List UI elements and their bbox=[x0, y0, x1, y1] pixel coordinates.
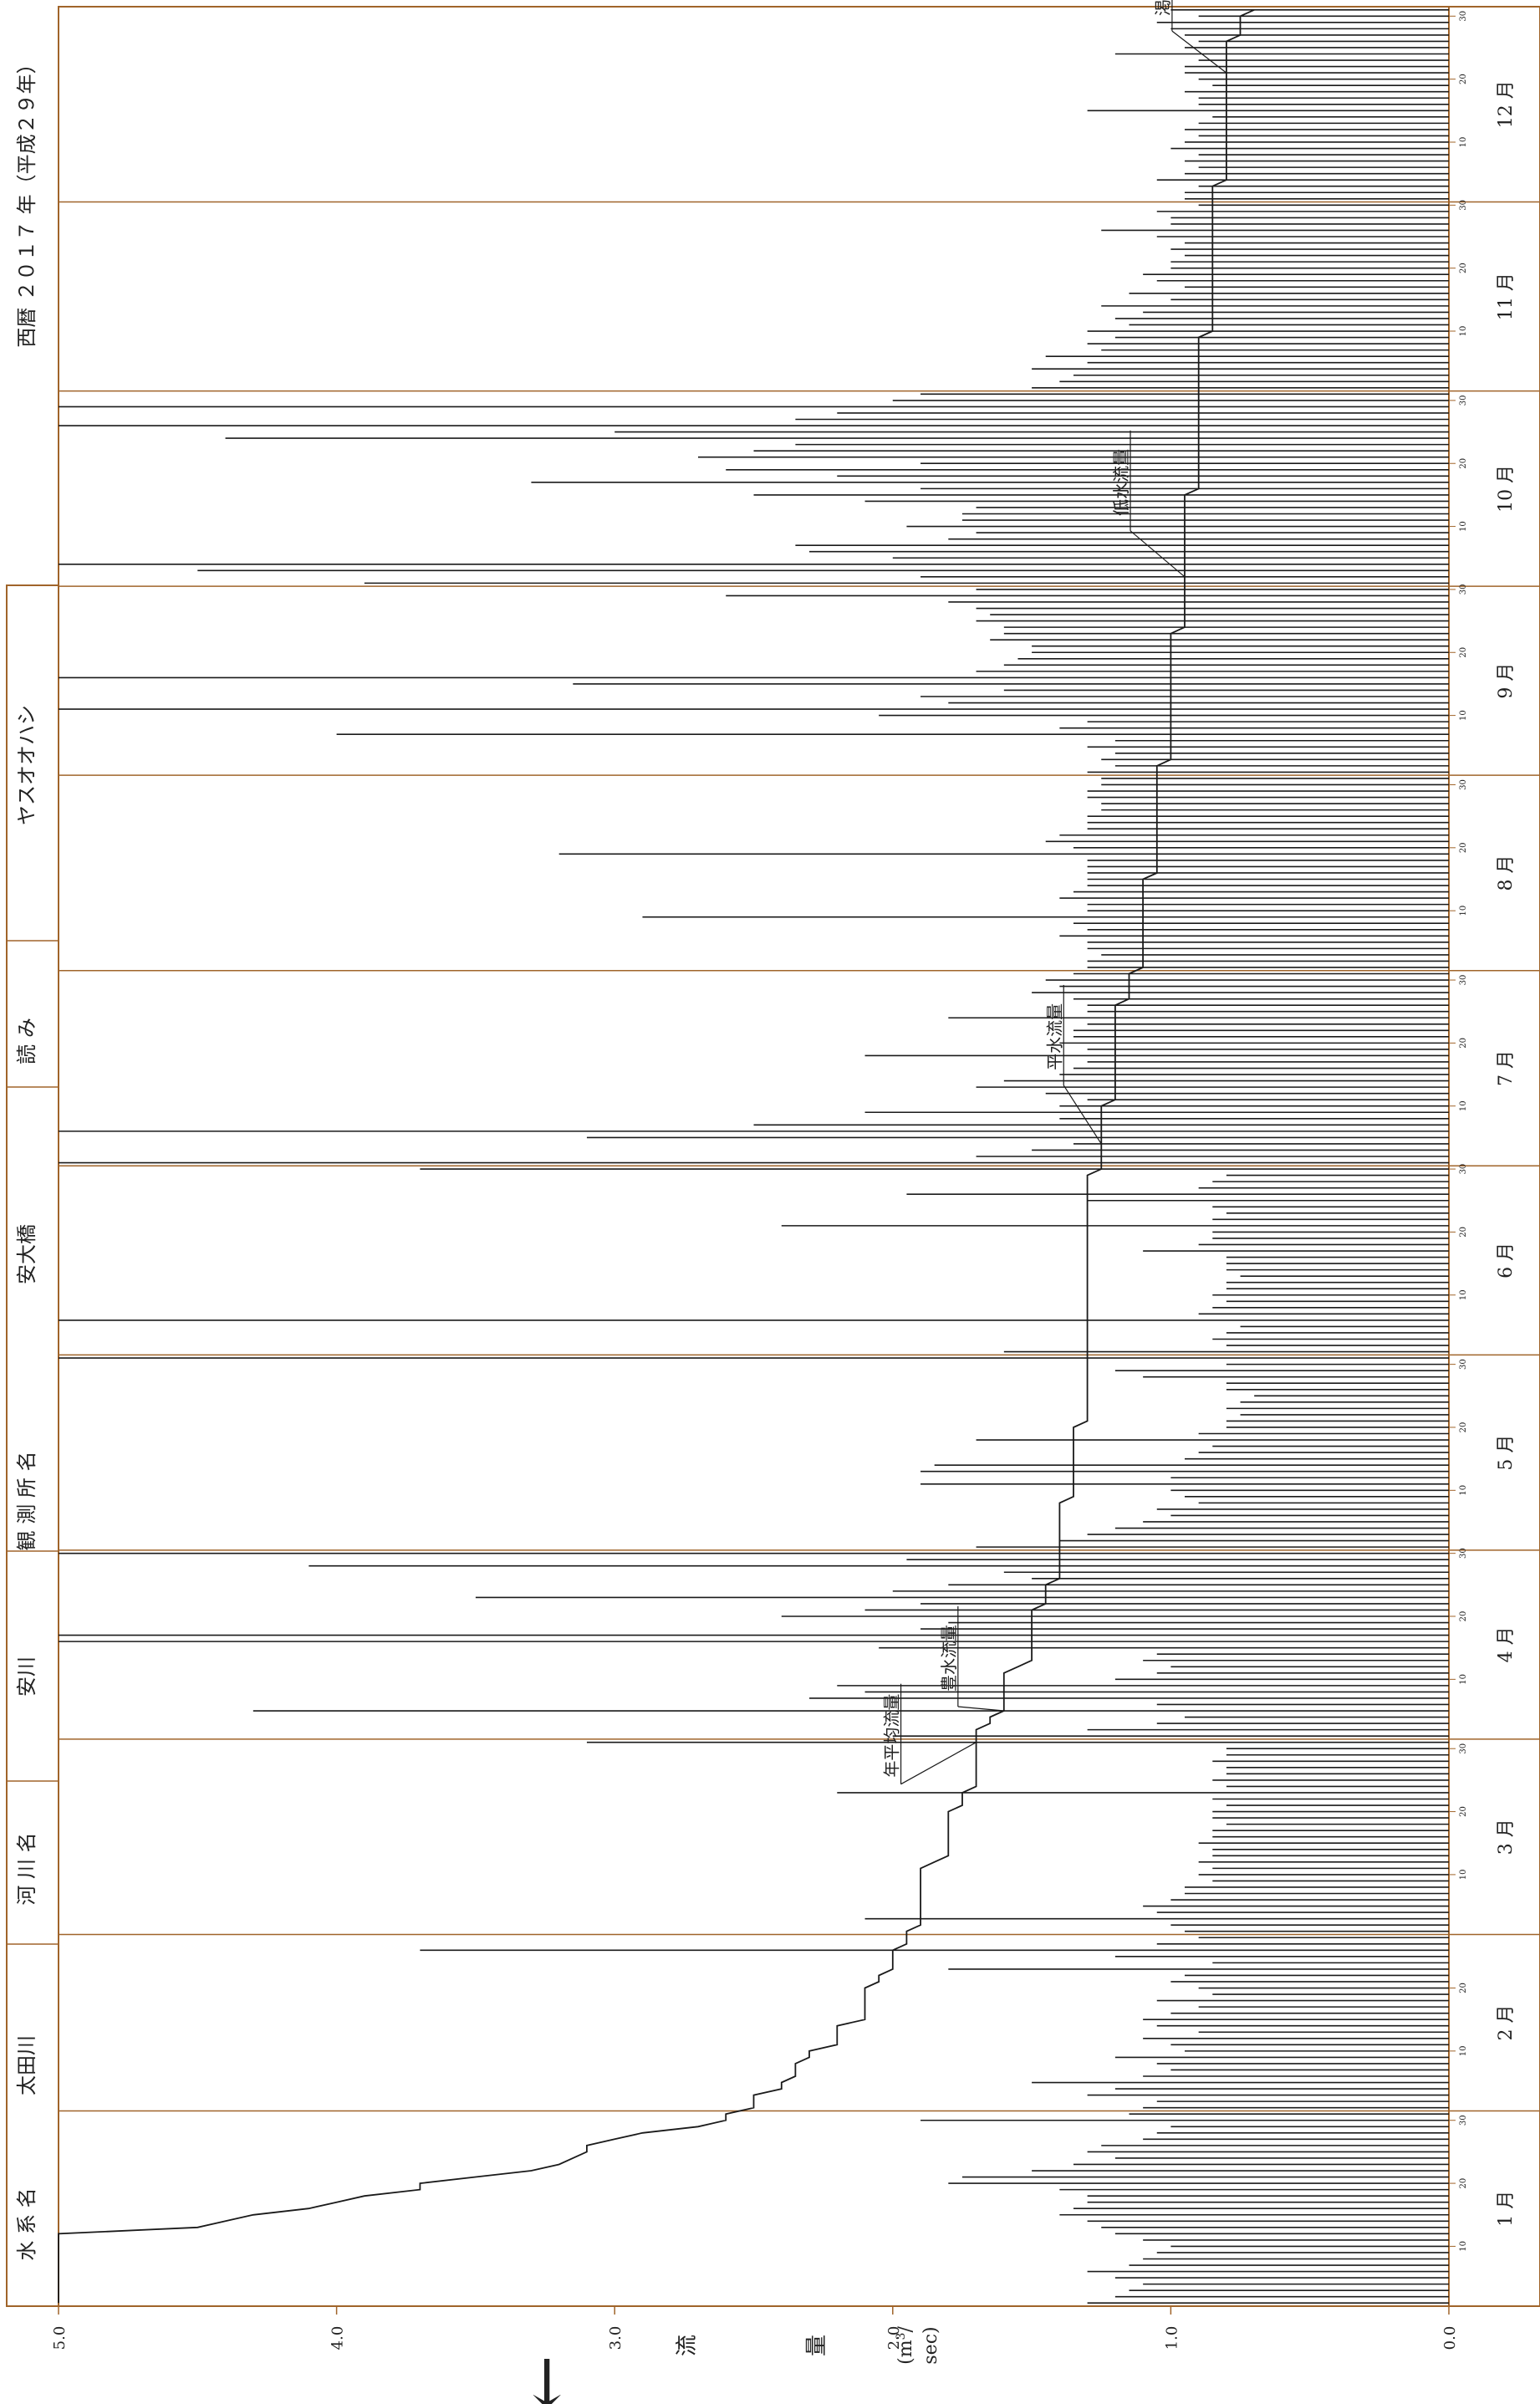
day-tick-label: 10 bbox=[1459, 1485, 1468, 1496]
month-label: 4 月 bbox=[1496, 1626, 1517, 1662]
day-tick-label: 20 bbox=[1459, 842, 1468, 853]
month-label: 3 月 bbox=[1496, 1819, 1517, 1855]
month-label: 9 月 bbox=[1496, 663, 1517, 699]
day-tick-label: 30 bbox=[1459, 1548, 1468, 1559]
normal-flow-label: 平水流量 bbox=[1044, 1003, 1064, 1070]
day-tick-label: 30 bbox=[1459, 396, 1468, 406]
day-tick-label: 10 bbox=[1459, 906, 1468, 916]
y-axis-label-1: 流 bbox=[675, 2335, 700, 2356]
day-tick-label: 30 bbox=[1459, 1743, 1468, 1754]
flow-duration-curve bbox=[58, 0, 1255, 2304]
year-avg-flow-leader bbox=[900, 1742, 977, 1785]
day-tick-label: 10 bbox=[1459, 1674, 1468, 1685]
reading-value: ヤスオオハシ bbox=[15, 705, 38, 825]
y-axis-arrow: ← bbox=[507, 2355, 584, 2404]
day-tick-label: 10 bbox=[1459, 326, 1468, 337]
month-label: 7 月 bbox=[1496, 1050, 1517, 1086]
chart-frame bbox=[6, 6, 1540, 2315]
day-tick-label: 20 bbox=[1459, 1422, 1468, 1433]
month-label: 11 月 bbox=[1496, 273, 1517, 320]
day-tick-label: 10 bbox=[1459, 1289, 1468, 1300]
month-label: 12 月 bbox=[1496, 80, 1517, 128]
day-tick-label: 30 bbox=[1459, 2115, 1468, 2126]
high-flow-label: 豊水流量 bbox=[939, 1625, 959, 1692]
header-box bbox=[6, 584, 59, 2307]
day-tick-label: 10 bbox=[1459, 1870, 1468, 1881]
river-system-name: 太田川 bbox=[15, 2035, 38, 2095]
low-flow-leader bbox=[1130, 530, 1186, 578]
day-tick-label: 20 bbox=[1459, 1227, 1468, 1238]
drought-flow-leader bbox=[1171, 30, 1227, 74]
low-flow-label: 低水流量 bbox=[1111, 449, 1131, 516]
day-tick-label: 30 bbox=[1459, 975, 1468, 986]
y-axis-unit-sec: sec) bbox=[920, 2326, 941, 2364]
day-tick-label: 20 bbox=[1459, 74, 1468, 84]
month-gridlines bbox=[59, 15, 1540, 2247]
year-avg-flow-label: 年平均流量 bbox=[882, 1694, 902, 1778]
day-tick-label: 20 bbox=[1459, 2178, 1468, 2189]
unit-open: (m bbox=[895, 2340, 916, 2365]
y-tick-label: 1.0 bbox=[1163, 2326, 1180, 2350]
unit-sup: 3 bbox=[895, 2333, 908, 2340]
month-label: 10 月 bbox=[1496, 465, 1517, 513]
month-label: 2 月 bbox=[1496, 2004, 1517, 2040]
y-axis-caption: ← 流 量 (m3/ sec) bbox=[507, 2326, 941, 2404]
day-tick-label: 30 bbox=[1459, 779, 1468, 790]
day-tick-label: 30 bbox=[1459, 11, 1468, 22]
y-tick-label: 5.0 bbox=[51, 2326, 69, 2350]
header-strip: 西暦 ２０１７ 年（平成２９年） 水 系 名 太田川 河 川 名 安川 観 測 … bbox=[15, 54, 38, 2260]
month-label: 6 月 bbox=[1496, 1243, 1517, 1279]
y-axis-label-2: 量 bbox=[804, 2335, 829, 2356]
day-tick-label: 20 bbox=[1459, 1806, 1468, 1817]
day-tick-label: 10 bbox=[1459, 710, 1468, 721]
river-name: 安川 bbox=[15, 1656, 38, 1697]
river-system-label: 水 系 名 bbox=[15, 2187, 38, 2260]
day-tick-label: 10 bbox=[1459, 521, 1468, 532]
station-label: 観 測 所 名 bbox=[15, 1452, 38, 1551]
month-label: 8 月 bbox=[1496, 855, 1517, 891]
year-label: 西暦 ２０１７ 年（平成２９年） bbox=[15, 54, 38, 347]
y-tick-label: 0.0 bbox=[1441, 2326, 1459, 2350]
day-tick-label: 10 bbox=[1459, 137, 1468, 148]
day-tick-label: 30 bbox=[1459, 584, 1468, 595]
month-label: 5 月 bbox=[1496, 1435, 1517, 1471]
chart-labels: 0.0 1.0 2.0 3.0 4.0 5.0 1 月 10 20 30 2 月 10 20 3 月 10 2… bbox=[51, 0, 1517, 2350]
river-label: 河 川 名 bbox=[15, 1832, 38, 1905]
day-tick-label: 20 bbox=[1459, 1038, 1468, 1049]
y-tick-label: 3.0 bbox=[607, 2326, 625, 2350]
y-axis-unit: (m3/ bbox=[895, 2326, 916, 2365]
day-tick-label: 20 bbox=[1459, 458, 1468, 469]
day-tick-label: 20 bbox=[1459, 263, 1468, 273]
drought-flow-label: 渇水流量 bbox=[1153, 0, 1173, 16]
day-tick-label: 30 bbox=[1459, 1164, 1468, 1175]
unit-slash: / bbox=[895, 2326, 916, 2333]
day-tick-label: 20 bbox=[1459, 1983, 1468, 1993]
high-flow-leader bbox=[957, 1706, 1004, 1712]
day-tick-label: 30 bbox=[1459, 1359, 1468, 1370]
normal-flow-leader bbox=[1063, 1085, 1102, 1145]
day-tick-label: 30 bbox=[1459, 200, 1468, 211]
y-tick-label: 2.0 bbox=[885, 2326, 903, 2350]
day-tick-label: 20 bbox=[1459, 1611, 1468, 1622]
day-tick-label: 10 bbox=[1459, 2045, 1468, 2056]
y-tick-label: 4.0 bbox=[329, 2326, 347, 2350]
day-tick-label: 10 bbox=[1459, 2241, 1468, 2252]
day-tick-label: 20 bbox=[1459, 647, 1468, 658]
duration-curve-line bbox=[58, 8, 1255, 2304]
station-name: 安大橋 bbox=[15, 1224, 38, 1284]
daily-flow-bars bbox=[59, 8, 1449, 2304]
reading-label: 読 み bbox=[15, 1018, 38, 1064]
month-label: 1 月 bbox=[1496, 2191, 1517, 2227]
day-tick-label: 10 bbox=[1459, 1100, 1468, 1111]
